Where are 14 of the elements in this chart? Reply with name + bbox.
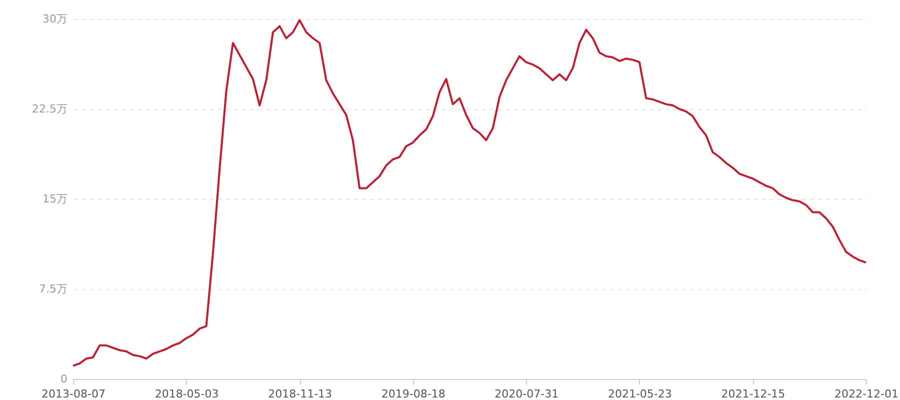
x-tick-label: 2018-05-03	[154, 388, 219, 400]
y-tick-label: 22.5万	[32, 102, 68, 116]
y-tick-label: 7.5万	[39, 282, 68, 296]
x-tick-label: 2021-12-15	[721, 388, 786, 400]
line-series	[72, 19, 867, 367]
x-tick-label: 2021-05-23	[608, 388, 672, 400]
x-tick-label: 2013-08-07	[42, 388, 106, 400]
x-tick-label: 2019-08-18	[381, 388, 446, 400]
x-tick-label: 2020-07-31	[494, 388, 559, 400]
x-tick-label: 2018-11-13	[268, 388, 332, 400]
y-tick-label: 30万	[42, 12, 68, 26]
y-tick-label: 15万	[42, 192, 68, 206]
y-tick-label: 0	[60, 372, 68, 386]
x-tick-label: 2022-12-01	[834, 388, 898, 400]
